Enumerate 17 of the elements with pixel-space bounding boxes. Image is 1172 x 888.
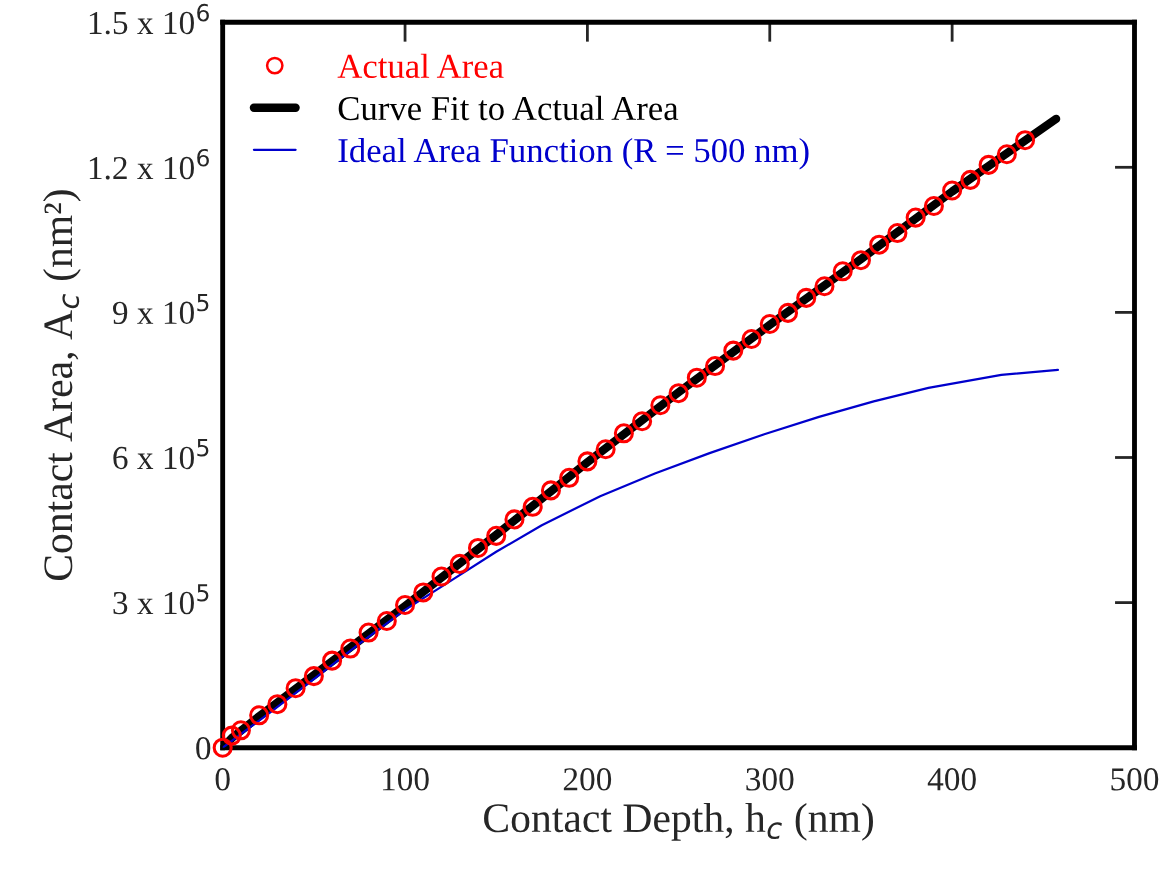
y-tick-label: 6 x 10$^{5}$: [113, 439, 209, 470]
y-tick-label: 0: [196, 737, 211, 760]
y-tick-label: 1.5 x 10$^{6}$: [89, 3, 209, 35]
x-tick-label: 400: [927, 768, 976, 791]
y-tick-label: 9 x 10$^{5}$: [112, 294, 209, 325]
legend-label: Actual Area: [337, 53, 504, 79]
x-tick-label: 100: [382, 768, 429, 791]
y-tick-label: 3 x 10$^{5}$: [113, 584, 209, 615]
legend-label: Ideal Area Function (R = 500 nm): [338, 137, 809, 170]
legend-label: Curve Fit to Actual Area: [338, 95, 679, 121]
x-tick-label: 200: [563, 768, 612, 791]
x-axis-title: Contact Depth, h$_{c}$ (nm): [484, 802, 873, 841]
x-tick-label: 500: [1111, 768, 1159, 791]
y-tick-label: 1.2 x 10$^{6}$: [89, 148, 209, 180]
y-axis-title: Contact Area, A$_{c}$ (nm²): [43, 190, 81, 581]
x-tick-label: 0: [215, 768, 230, 791]
x-tick-label: 300: [746, 768, 794, 791]
